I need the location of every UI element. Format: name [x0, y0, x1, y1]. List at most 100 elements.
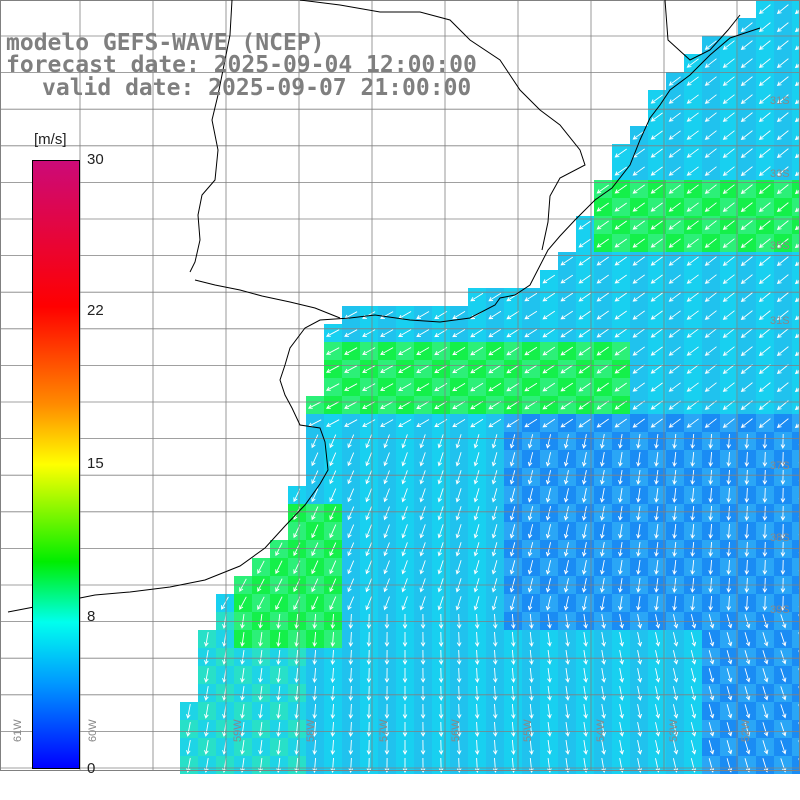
wind-arrow — [776, 130, 789, 140]
wind-arrow — [474, 757, 480, 773]
wind-arrow — [758, 148, 771, 158]
wind-arrow — [524, 310, 538, 320]
wind-arrow — [722, 202, 735, 212]
wind-arrow — [583, 704, 588, 719]
colorbar-unit: [m/s] — [34, 131, 67, 148]
wind-arrow — [776, 220, 789, 230]
wind-arrow — [581, 542, 587, 557]
wind-arrow — [398, 347, 412, 355]
wind-arrow — [794, 225, 800, 231]
wind-arrow — [365, 488, 373, 503]
lon-label: 56W — [450, 719, 462, 742]
wind-arrow — [780, 559, 786, 575]
wind-arrow — [762, 523, 768, 539]
wind-arrow — [560, 346, 574, 356]
wind-arrow — [758, 238, 771, 248]
wind-arrow — [542, 274, 556, 284]
wind-speed-cell — [792, 288, 800, 306]
wind-arrow — [672, 559, 677, 575]
wind-arrow — [708, 704, 715, 719]
wind-arrow — [294, 667, 299, 683]
wind-arrow — [529, 757, 534, 773]
wind-arrow — [726, 632, 733, 647]
wind-arrow — [474, 739, 480, 755]
wind-arrow — [740, 76, 753, 86]
wind-arrow — [637, 632, 643, 647]
wind-arrow — [542, 310, 556, 320]
wind-arrow — [401, 524, 408, 539]
wind-arrow — [600, 560, 605, 575]
wind-arrow — [704, 76, 717, 86]
wind-arrow — [419, 506, 426, 521]
wind-arrow — [398, 383, 412, 391]
wind-arrow — [758, 418, 771, 428]
wind-arrow — [744, 469, 750, 485]
wind-arrow — [722, 346, 735, 356]
wind-arrow — [384, 721, 390, 737]
wind-arrow — [416, 311, 430, 319]
wind-arrow — [362, 419, 376, 427]
wind-arrow — [547, 686, 552, 701]
wind-arrow — [794, 261, 800, 267]
wind-arrow — [329, 596, 337, 611]
wind-arrow — [488, 328, 502, 338]
wind-arrow — [690, 559, 695, 575]
wind-arrow — [600, 542, 605, 557]
wind-arrow — [437, 470, 444, 485]
wind-arrow — [511, 739, 516, 755]
wind-arrow — [780, 740, 787, 755]
wind-arrow — [437, 596, 444, 611]
wind-arrow — [330, 649, 336, 665]
wind-arrow — [758, 22, 771, 32]
wind-arrow — [726, 487, 732, 503]
wind-arrow — [668, 364, 681, 374]
wind-arrow — [708, 523, 713, 539]
wind-speed-cell — [792, 126, 800, 144]
wind-arrow — [690, 505, 695, 521]
wind-arrow — [438, 649, 444, 665]
wind-speed-cell — [792, 36, 800, 54]
wind-arrow — [740, 382, 753, 392]
wind-speed-cell — [792, 216, 800, 234]
wind-arrow — [276, 631, 281, 647]
wind-arrow — [383, 506, 390, 521]
wind-arrow — [473, 470, 480, 485]
lon-label: 52W — [740, 719, 752, 742]
wind-arrow — [578, 364, 592, 374]
wind-arrow — [776, 94, 789, 104]
wind-arrow — [726, 704, 733, 719]
wind-arrow — [257, 560, 265, 575]
wind-speed-cell — [792, 144, 800, 162]
wind-arrow — [240, 758, 245, 773]
wind-arrow — [524, 346, 538, 356]
wind-arrow — [329, 488, 337, 503]
wind-arrow — [596, 184, 609, 194]
wind-arrow — [726, 433, 732, 449]
wind-speed-cell — [792, 540, 800, 558]
wind-arrow — [348, 613, 354, 629]
colorbar-tick-15: 15 — [87, 455, 104, 472]
wind-arrow — [545, 470, 552, 485]
wind-arrow — [473, 452, 480, 467]
wind-arrow — [618, 506, 623, 521]
lat-label: 33S — [770, 168, 790, 180]
wind-arrow — [740, 148, 753, 158]
wind-arrow — [276, 721, 281, 737]
wind-arrow — [455, 452, 462, 467]
wind-arrow — [776, 202, 789, 212]
wind-arrow — [511, 721, 516, 737]
wind-arrow — [654, 434, 659, 449]
wind-arrow — [744, 650, 751, 665]
wind-arrow — [740, 184, 753, 194]
wind-arrow — [776, 4, 789, 14]
wind-arrow — [672, 614, 679, 629]
wind-arrow — [456, 685, 462, 701]
wind-arrow — [565, 722, 570, 737]
wind-arrow — [258, 614, 263, 629]
wind-arrow — [470, 328, 484, 338]
wind-arrow — [686, 94, 699, 104]
wind-arrow — [762, 451, 768, 467]
wind-arrow — [329, 452, 337, 467]
title-line-valid-date: valid date: 2025-09-07 21:00:00 — [42, 75, 472, 101]
wind-arrow — [726, 722, 733, 737]
